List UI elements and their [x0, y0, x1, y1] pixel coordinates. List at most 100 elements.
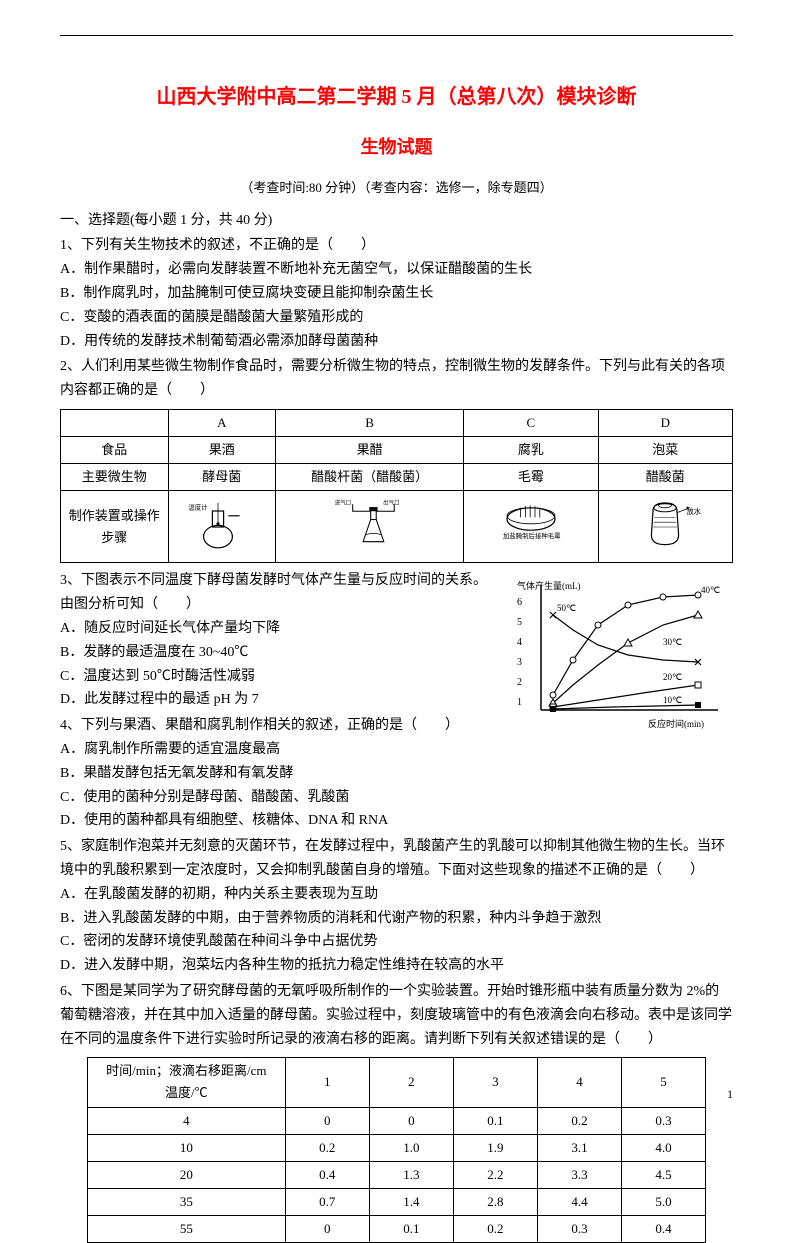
q6-col-1: 1 — [285, 1058, 369, 1107]
table-row: A B C D — [61, 410, 733, 437]
col-b-header: B — [276, 410, 464, 437]
table-row: 制作装置或操作步骤 温度计 — [61, 491, 733, 563]
col-c-header: C — [464, 410, 598, 437]
cell: 0 — [285, 1107, 369, 1134]
cell: 4.0 — [621, 1134, 705, 1161]
cell: 毛霉 — [464, 464, 598, 491]
svg-text:3: 3 — [517, 657, 522, 668]
svg-text:4: 4 — [517, 637, 522, 648]
page-top-rule — [60, 35, 733, 36]
question-3-4-block: 气体产生量(mL) 6 5 4 3 2 1 反应时间(min) 40℃ 50℃ … — [60, 569, 733, 833]
q6-col-2: 2 — [369, 1058, 453, 1107]
col-d-header: D — [598, 410, 732, 437]
cell: 0.4 — [621, 1215, 705, 1242]
question-1-stem: 1、下列有关生物技术的叙述，不正确的是（ ） — [60, 234, 733, 258]
q6-temp: 55 — [87, 1215, 285, 1242]
svg-text:2: 2 — [517, 677, 522, 688]
gas-production-graph: 气体产生量(mL) 6 5 4 3 2 1 反应时间(min) 40℃ 50℃ … — [513, 575, 733, 735]
cell: 0.2 — [537, 1107, 621, 1134]
device-b-cell: 出气口 进气口 — [276, 491, 464, 563]
table-row: 食品 果酒 果醋 腐乳 泡菜 — [61, 437, 733, 464]
q6-col-3: 3 — [453, 1058, 537, 1107]
cell: 酵母菌 — [168, 464, 276, 491]
q6-temp: 4 — [87, 1107, 285, 1134]
table-row: 4 0 0 0.1 0.2 0.3 — [87, 1107, 705, 1134]
question-5-stem: 5、家庭制作泡菜并无刻意的灭菌环节，在发酵过程中，乳酸菌产生的乳酸可以抑制其他微… — [60, 835, 733, 883]
cell: 1.9 — [453, 1134, 537, 1161]
cell: 5.0 — [621, 1188, 705, 1215]
table-row: 主要微生物 酵母菌 醋酸杆菌（醋酸菌） 毛霉 醋酸菌 — [61, 464, 733, 491]
svg-text:加盐腌制后接种毛霉: 加盐腌制后接种毛霉 — [503, 532, 561, 541]
cell: 0.1 — [369, 1215, 453, 1242]
question-2-stem: 2、人们利用某些微生物制作食品时，需要分析微生物的特点，控制微生物的发酵条件。下… — [60, 355, 733, 403]
q6-temp: 20 — [87, 1161, 285, 1188]
q6-temp: 10 — [87, 1134, 285, 1161]
question-1-option-c: C．变酸的酒表面的菌膜是醋酸菌大量繁殖形成的 — [60, 306, 733, 330]
cell: 0.3 — [621, 1107, 705, 1134]
q6-corner-header: 时间/min；液滴右移距离/cm 温度/℃ — [87, 1058, 285, 1107]
row-food-label: 食品 — [61, 437, 169, 464]
cell: 腐乳 — [464, 437, 598, 464]
cell: 1.0 — [369, 1134, 453, 1161]
device-b-icon: 出气口 进气口 — [325, 495, 415, 558]
question-5-option-a: A．在乳酸菌发酵的初期，种内关系主要表现为互助 — [60, 883, 733, 907]
svg-text:5: 5 — [517, 617, 522, 628]
cell: 3.3 — [537, 1161, 621, 1188]
row-microbe-label: 主要微生物 — [61, 464, 169, 491]
cell: 0 — [285, 1215, 369, 1242]
svg-text:50℃: 50℃ — [557, 603, 576, 613]
row-device-label: 制作装置或操作步骤 — [61, 491, 169, 563]
table-row: 10 0.2 1.0 1.9 3.1 4.0 — [87, 1134, 705, 1161]
section-1-heading: 一、选择题(每小题 1 分，共 40 分) — [60, 209, 733, 233]
device-d-cell: 放水 — [598, 491, 732, 563]
question-3-option-a: A．随反应时间延长气体产量均下降 — [60, 617, 490, 641]
table-row: 20 0.4 1.3 2.2 3.3 4.5 — [87, 1161, 705, 1188]
cell: 泡菜 — [598, 437, 732, 464]
question-1-option-d: D．用传统的发酵技术制葡萄酒必需添加酵母菌菌种 — [60, 330, 733, 354]
col-a-header: A — [168, 410, 276, 437]
svg-text:温度计: 温度计 — [188, 503, 208, 512]
cell: 果醋 — [276, 437, 464, 464]
cell: 果酒 — [168, 437, 276, 464]
page-number: 1 — [727, 1084, 733, 1104]
svg-text:出气口: 出气口 — [383, 499, 400, 507]
svg-text:放水: 放水 — [687, 508, 701, 517]
table-row: 35 0.7 1.4 2.8 4.4 5.0 — [87, 1188, 705, 1215]
svg-text:6: 6 — [517, 597, 522, 608]
question-4-stem: 4、下列与果酒、果醋和腐乳制作相关的叙述，正确的是（ ） — [60, 714, 490, 738]
question-5-option-c: C．密闭的发酵环境使乳酸菌在种间斗争中占据优势 — [60, 930, 733, 954]
cell: 1.3 — [369, 1161, 453, 1188]
question-4-option-d: D．使用的菌种都具有细胞壁、核糖体、DNA 和 RNA — [60, 809, 733, 833]
question-3-stem: 3、下图表示不同温度下酵母菌发酵时气体产生量与反应时间的关系。由图分析可知（ ） — [60, 569, 490, 617]
cell: 0.4 — [285, 1161, 369, 1188]
device-c-icon: 加盐腌制后接种毛霉 — [486, 495, 576, 558]
question-5-option-b: B．进入乳酸菌发酵的中期，由于营养物质的消耗和代谢产物的积累，种内斗争趋于激烈 — [60, 907, 733, 931]
svg-text:30℃: 30℃ — [663, 637, 682, 647]
svg-text:1: 1 — [517, 697, 522, 708]
svg-text:40℃: 40℃ — [701, 585, 720, 595]
question-1-option-a: A．制作果醋时，必需向发酵装置不断地补充无菌空气，以保证醋酸菌的生长 — [60, 258, 733, 282]
cell: 醋酸杆菌（醋酸菌） — [276, 464, 464, 491]
device-c-cell: 加盐腌制后接种毛霉 — [464, 491, 598, 563]
svg-text:气体产生量(mL): 气体产生量(mL) — [517, 580, 581, 591]
question-3-option-b: B．发酵的最适温度在 30~40℃ — [60, 641, 490, 665]
device-d-icon: 放水 — [620, 495, 710, 558]
cell: 4.5 — [621, 1161, 705, 1188]
question-2-table: A B C D 食品 果酒 果醋 腐乳 泡菜 主要微生物 酵母菌 醋酸杆菌（醋酸… — [60, 409, 733, 563]
svg-text:进气口: 进气口 — [334, 499, 351, 507]
cell: 醋酸菌 — [598, 464, 732, 491]
cell: 2.2 — [453, 1161, 537, 1188]
cell: 0.3 — [537, 1215, 621, 1242]
cell: 1.4 — [369, 1188, 453, 1215]
question-5-option-d: D．进入发酵中期，泡菜坛内各种生物的抵抗力稳定性维持在较高的水平 — [60, 954, 733, 978]
cell: 0.2 — [285, 1134, 369, 1161]
cell: 4.4 — [537, 1188, 621, 1215]
cell: 0.2 — [453, 1215, 537, 1242]
svg-text:10℃: 10℃ — [663, 695, 682, 705]
question-4-option-b: B．果醋发酵包括无氧发酵和有氧发酵 — [60, 762, 490, 786]
exam-info: （考查时间:80 分钟）（考查内容：选修一，除专题四） — [60, 177, 733, 199]
question-4-option-a: A．腐乳制作所需要的适宜温度最高 — [60, 738, 490, 762]
question-6-stem: 6、下图是某同学为了研究酵母菌的无氧呼吸所制作的一个实验装置。开始时锥形瓶中装有… — [60, 980, 733, 1051]
question-3-option-d: D．此发酵过程中的最适 pH 为 7 — [60, 688, 490, 712]
cell: 0 — [369, 1107, 453, 1134]
